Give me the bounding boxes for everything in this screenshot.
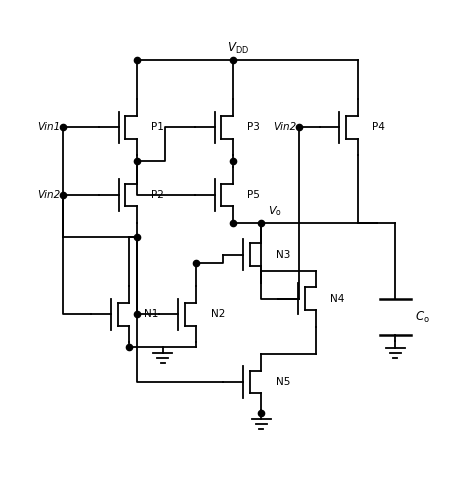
Text: P1: P1 [151, 122, 164, 132]
Text: N3: N3 [276, 250, 291, 259]
Text: Vin2: Vin2 [37, 190, 60, 200]
Text: P4: P4 [372, 122, 385, 132]
Text: C$_{\rm o}$: C$_{\rm o}$ [415, 309, 430, 324]
Text: Vin1: Vin1 [37, 122, 60, 132]
Text: Vin2: Vin2 [273, 122, 297, 132]
Text: P5: P5 [247, 190, 260, 200]
Text: V$_{\rm o}$: V$_{\rm o}$ [268, 204, 282, 218]
Text: V$_{\rm DD}$: V$_{\rm DD}$ [227, 40, 249, 56]
Text: N1: N1 [144, 309, 158, 319]
Text: P3: P3 [247, 122, 260, 132]
Text: N5: N5 [276, 377, 291, 387]
Text: N2: N2 [211, 309, 226, 319]
Text: N4: N4 [330, 294, 345, 304]
Text: P2: P2 [151, 190, 164, 200]
